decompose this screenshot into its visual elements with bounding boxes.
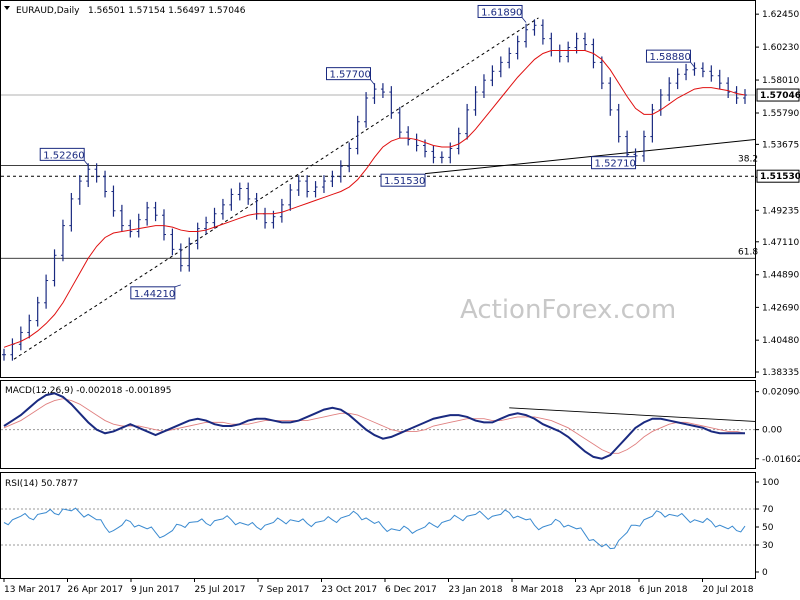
macd-line [3,392,745,460]
rising-channel-line [13,17,539,360]
level-label-connector [690,61,695,68]
watermark: ActionForex.com [460,295,676,325]
x-tick-label: 9 Jun 2017 [131,585,179,595]
x-tick-label: 13 Mar 2017 [4,585,61,595]
level-label-connector [174,284,181,288]
x-tick-label: 6 Jun 2018 [639,585,688,595]
x-tick-label: 8 Mar 2018 [512,585,564,595]
level-label: 1.52260 [43,150,84,161]
support-trendline [424,139,756,175]
level-label: 1.52710 [595,159,636,170]
price-tick-label: 1.42690 [762,303,799,313]
chart-menu-triangle-icon[interactable] [4,6,10,10]
price-panel-frame [0,0,756,378]
level-label-box [39,147,85,161]
sma-line [3,50,746,348]
price-tick-label: 1.40480 [762,336,799,346]
x-tick-label: 6 Dec 2017 [385,585,437,595]
chart-ohlc: 1.56501 1.57154 1.56497 1.57046 [88,6,246,16]
current-price-badge: 1.57046 [760,91,800,101]
level-label-connector [370,79,375,85]
level-label: 1.51530 [384,176,425,187]
x-tick-label: 25 Jul 2017 [195,585,246,595]
x-tick-label: 20 Jul 2018 [703,585,754,595]
rsi-line [3,507,746,550]
x-tick-label: 23 Oct 2017 [322,585,378,595]
rsi-tick-label: 100 [762,478,779,488]
level-label-connector [83,160,89,166]
price-tick-label: 1.44890 [762,271,799,281]
macd-tick-label: 0.020904 [762,388,800,398]
x-tick-label: 7 Sep 2017 [258,585,309,595]
x-tick-label: 23 Apr 2018 [576,585,632,595]
macd-header: MACD(12,26,9) -0.002018 -0.001895 [5,386,171,396]
level-label: 1.61890 [481,7,522,18]
chart-symbol: EURAUD,Daily [16,6,80,16]
price-tick-label: 1.60230 [762,43,799,53]
level-label-box [130,286,176,300]
macd-tick-label: 0.00 [762,426,782,436]
support-price-badge: 1.51530 [760,172,800,182]
level-label-connector [521,17,527,23]
macd-panel-frame [0,380,756,469]
macd-tick-label: -0.016023 [762,455,800,465]
macd-trendline [509,407,756,422]
price-tick-label: 1.47110 [762,238,799,248]
fib-label: 38.2 [738,154,758,164]
macd-signal-line [3,398,746,454]
level-label-box [477,4,523,18]
level-label-box [380,173,426,187]
rsi-header: RSI(14) 50.7877 [5,479,78,489]
price-tick-label: 1.58010 [762,76,799,86]
support-price-badge-box [756,169,800,183]
rsi-tick-label: 70 [762,505,774,515]
price-tick-label: 1.55790 [762,109,799,119]
rsi-tick-label: 30 [762,541,774,551]
level-label: 1.57700 [330,70,371,81]
level-label-box [645,49,691,63]
price-tick-label: 1.62450 [762,10,799,20]
level-label-box [326,67,371,81]
price-tick-label: 1.53675 [762,140,799,150]
level-label-box [591,156,637,170]
level-label: 1.44210 [134,289,175,300]
x-tick-label: 23 Jan 2018 [449,585,503,595]
price-tick-label: 1.38335 [762,368,799,378]
rsi-panel-frame [0,472,756,579]
rsi-tick-label: 0 [762,568,768,578]
x-tick-label: 26 Apr 2017 [68,585,124,595]
price-tick-label: 1.49235 [762,206,799,216]
level-label: 1.58880 [649,52,690,63]
current-price-badge-box [756,88,800,102]
fib-label: 61.8 [738,247,758,257]
rsi-tick-label: 50 [762,523,774,533]
